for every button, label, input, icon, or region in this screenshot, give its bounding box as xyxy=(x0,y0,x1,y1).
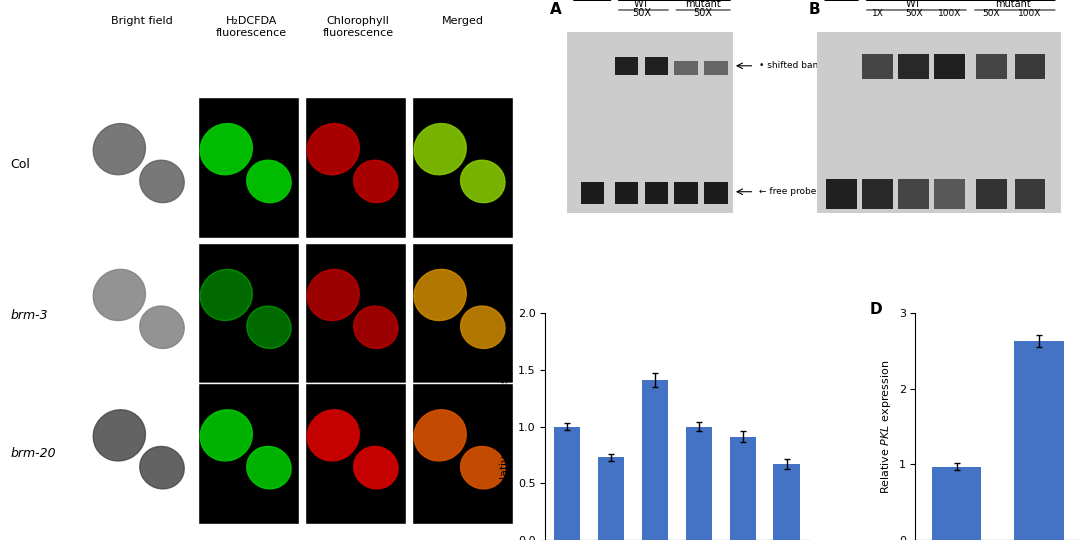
Ellipse shape xyxy=(460,447,505,489)
Bar xyxy=(934,179,964,209)
Ellipse shape xyxy=(246,160,292,202)
Text: 100X: 100X xyxy=(1018,9,1042,18)
Ellipse shape xyxy=(353,160,399,202)
Text: 100X: 100X xyxy=(939,9,961,18)
Ellipse shape xyxy=(93,410,146,461)
Ellipse shape xyxy=(139,306,185,348)
Bar xyxy=(674,181,698,204)
Bar xyxy=(411,243,513,383)
Bar xyxy=(567,32,733,213)
Ellipse shape xyxy=(414,410,467,461)
Text: ← free probe →: ← free probe → xyxy=(758,187,826,196)
Bar xyxy=(934,55,964,79)
Bar xyxy=(976,179,1007,209)
Bar xyxy=(411,383,513,524)
Text: Chlorophyll
fluorescence: Chlorophyll fluorescence xyxy=(323,16,394,38)
Text: 50X: 50X xyxy=(983,9,1000,18)
Bar xyxy=(704,61,728,75)
Bar xyxy=(305,383,406,524)
Ellipse shape xyxy=(414,269,467,321)
Bar xyxy=(305,243,406,383)
Bar xyxy=(645,57,667,75)
Ellipse shape xyxy=(93,124,146,175)
Text: Merged: Merged xyxy=(442,16,484,26)
Text: brm-20: brm-20 xyxy=(11,447,56,460)
Bar xyxy=(862,55,893,79)
Bar xyxy=(198,97,299,238)
Bar xyxy=(645,181,667,204)
Text: brm-3: brm-3 xyxy=(11,309,49,322)
Text: H₂DCFDA
fluorescence: H₂DCFDA fluorescence xyxy=(216,16,287,38)
Ellipse shape xyxy=(353,306,399,348)
Ellipse shape xyxy=(353,447,399,489)
Text: • shifted bands •: • shifted bands • xyxy=(758,62,837,70)
Bar xyxy=(899,55,929,79)
Ellipse shape xyxy=(139,160,185,202)
Bar xyxy=(198,383,299,524)
Text: Col: Col xyxy=(11,158,30,171)
Text: 1X: 1X xyxy=(872,9,883,18)
Y-axis label: Relative $PKL$ expression: Relative $PKL$ expression xyxy=(879,360,893,494)
Text: B: B xyxy=(808,2,820,17)
Text: 50X: 50X xyxy=(693,8,713,18)
Bar xyxy=(1015,55,1045,79)
Bar xyxy=(305,97,406,238)
Text: D: D xyxy=(869,302,882,317)
Bar xyxy=(932,467,982,540)
Text: A: A xyxy=(550,2,562,17)
Text: WT: WT xyxy=(906,0,921,9)
Bar xyxy=(642,380,669,540)
Ellipse shape xyxy=(200,124,253,175)
Bar xyxy=(1015,179,1045,209)
Ellipse shape xyxy=(307,410,360,461)
Bar xyxy=(686,427,712,540)
Text: C: C xyxy=(498,302,509,317)
Text: mutant: mutant xyxy=(996,0,1031,9)
Ellipse shape xyxy=(93,269,146,321)
Ellipse shape xyxy=(139,447,185,489)
Text: mutant: mutant xyxy=(686,0,721,9)
Bar xyxy=(704,181,728,204)
Ellipse shape xyxy=(307,124,360,175)
Ellipse shape xyxy=(246,447,292,489)
Bar xyxy=(674,61,698,75)
Text: Bright field: Bright field xyxy=(111,16,173,26)
Ellipse shape xyxy=(307,269,360,321)
Ellipse shape xyxy=(200,410,253,461)
Bar xyxy=(581,181,604,204)
Text: WT: WT xyxy=(634,0,649,9)
Ellipse shape xyxy=(460,306,505,348)
Y-axis label: Relative $PKL$ expression: Relative $PKL$ expression xyxy=(498,360,512,494)
Bar xyxy=(91,97,192,238)
Ellipse shape xyxy=(414,124,467,175)
Text: 50X: 50X xyxy=(632,8,651,18)
Ellipse shape xyxy=(246,306,292,348)
Bar xyxy=(91,243,192,383)
Bar xyxy=(773,464,800,540)
Bar xyxy=(1014,341,1064,540)
Text: cold DNA: cold DNA xyxy=(897,61,942,71)
Bar xyxy=(554,427,580,540)
Text: 50X: 50X xyxy=(905,9,922,18)
Bar xyxy=(615,57,638,75)
Ellipse shape xyxy=(460,160,505,202)
Bar xyxy=(862,179,893,209)
Bar xyxy=(899,179,929,209)
Bar xyxy=(598,457,624,540)
Bar xyxy=(730,437,756,540)
Bar xyxy=(615,181,638,204)
Bar xyxy=(91,383,192,524)
Bar xyxy=(411,97,513,238)
Bar xyxy=(198,243,299,383)
Bar xyxy=(826,179,856,209)
Bar xyxy=(816,32,1061,213)
Bar xyxy=(976,55,1007,79)
Ellipse shape xyxy=(200,269,253,321)
